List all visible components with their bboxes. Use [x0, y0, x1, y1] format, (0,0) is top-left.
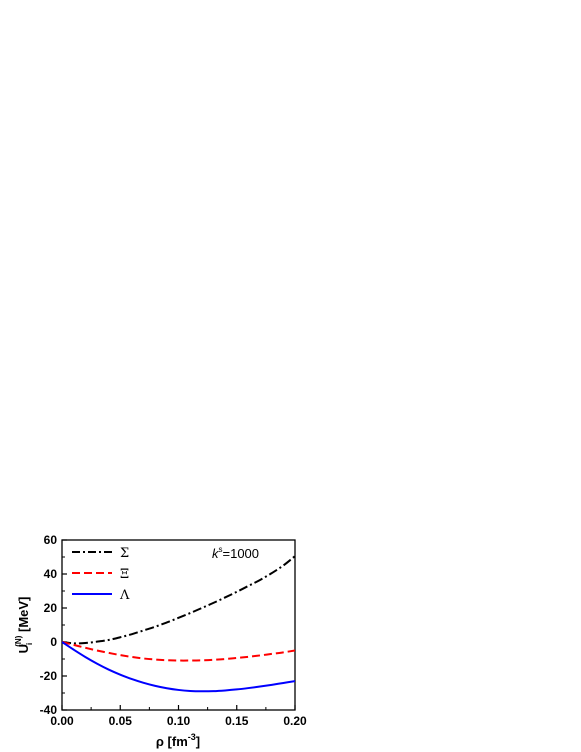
y-tick-label: -20 — [40, 669, 58, 683]
series-line-lambda — [62, 641, 295, 693]
x-tick-label: 0.00 — [50, 714, 74, 728]
y-tick-label: 0 — [50, 635, 57, 649]
y-tick-label: 20 — [44, 601, 58, 615]
x-axis-label-sup: -3 — [188, 732, 196, 742]
y-axis-label-sup: (N) — [14, 635, 23, 646]
x-tick-label: 0.15 — [225, 714, 249, 728]
annotation-sup: s — [219, 545, 223, 554]
y-axis-label-main: U — [16, 644, 31, 653]
tick-labels: 0.00 0.05 0.10 0.15 0.20 -40 -20 0 20 40 60 — [40, 533, 307, 728]
y-axis-label: Ui(N) [MeV] — [14, 597, 34, 654]
x-axis-label-main: ρ [fm — [156, 734, 188, 749]
y-tick-label: 40 — [44, 567, 58, 581]
plot-frame — [61, 539, 296, 711]
axis-ticks — [61, 539, 296, 711]
y-tick-label: 60 — [44, 533, 58, 547]
y-axis-label-sub: i — [25, 643, 34, 645]
legend-label-xi: Ξ — [120, 567, 129, 582]
legend: Σ Ξ Λ — [72, 546, 130, 603]
x-axis-label-end: ] — [196, 734, 200, 749]
y-axis-label-end: [MeV] — [16, 597, 31, 636]
x-tick-label: 0.05 — [109, 714, 133, 728]
annotation-rest: =1000 — [223, 546, 260, 561]
x-axis-label: ρ [fm-3] — [156, 732, 200, 749]
legend-label-lambda: Λ — [119, 588, 130, 603]
series-lines — [62, 555, 295, 693]
x-tick-label: 0.10 — [167, 714, 191, 728]
series-line-sigma — [62, 555, 295, 645]
x-tick-label: 0.20 — [283, 714, 307, 728]
series-line-xi — [62, 641, 295, 662]
legend-label-sigma: Σ — [120, 546, 129, 561]
annotation-k: k — [212, 546, 220, 561]
y-tick-label: -40 — [40, 703, 58, 717]
annotation-ks: ks=1000 — [212, 545, 259, 561]
